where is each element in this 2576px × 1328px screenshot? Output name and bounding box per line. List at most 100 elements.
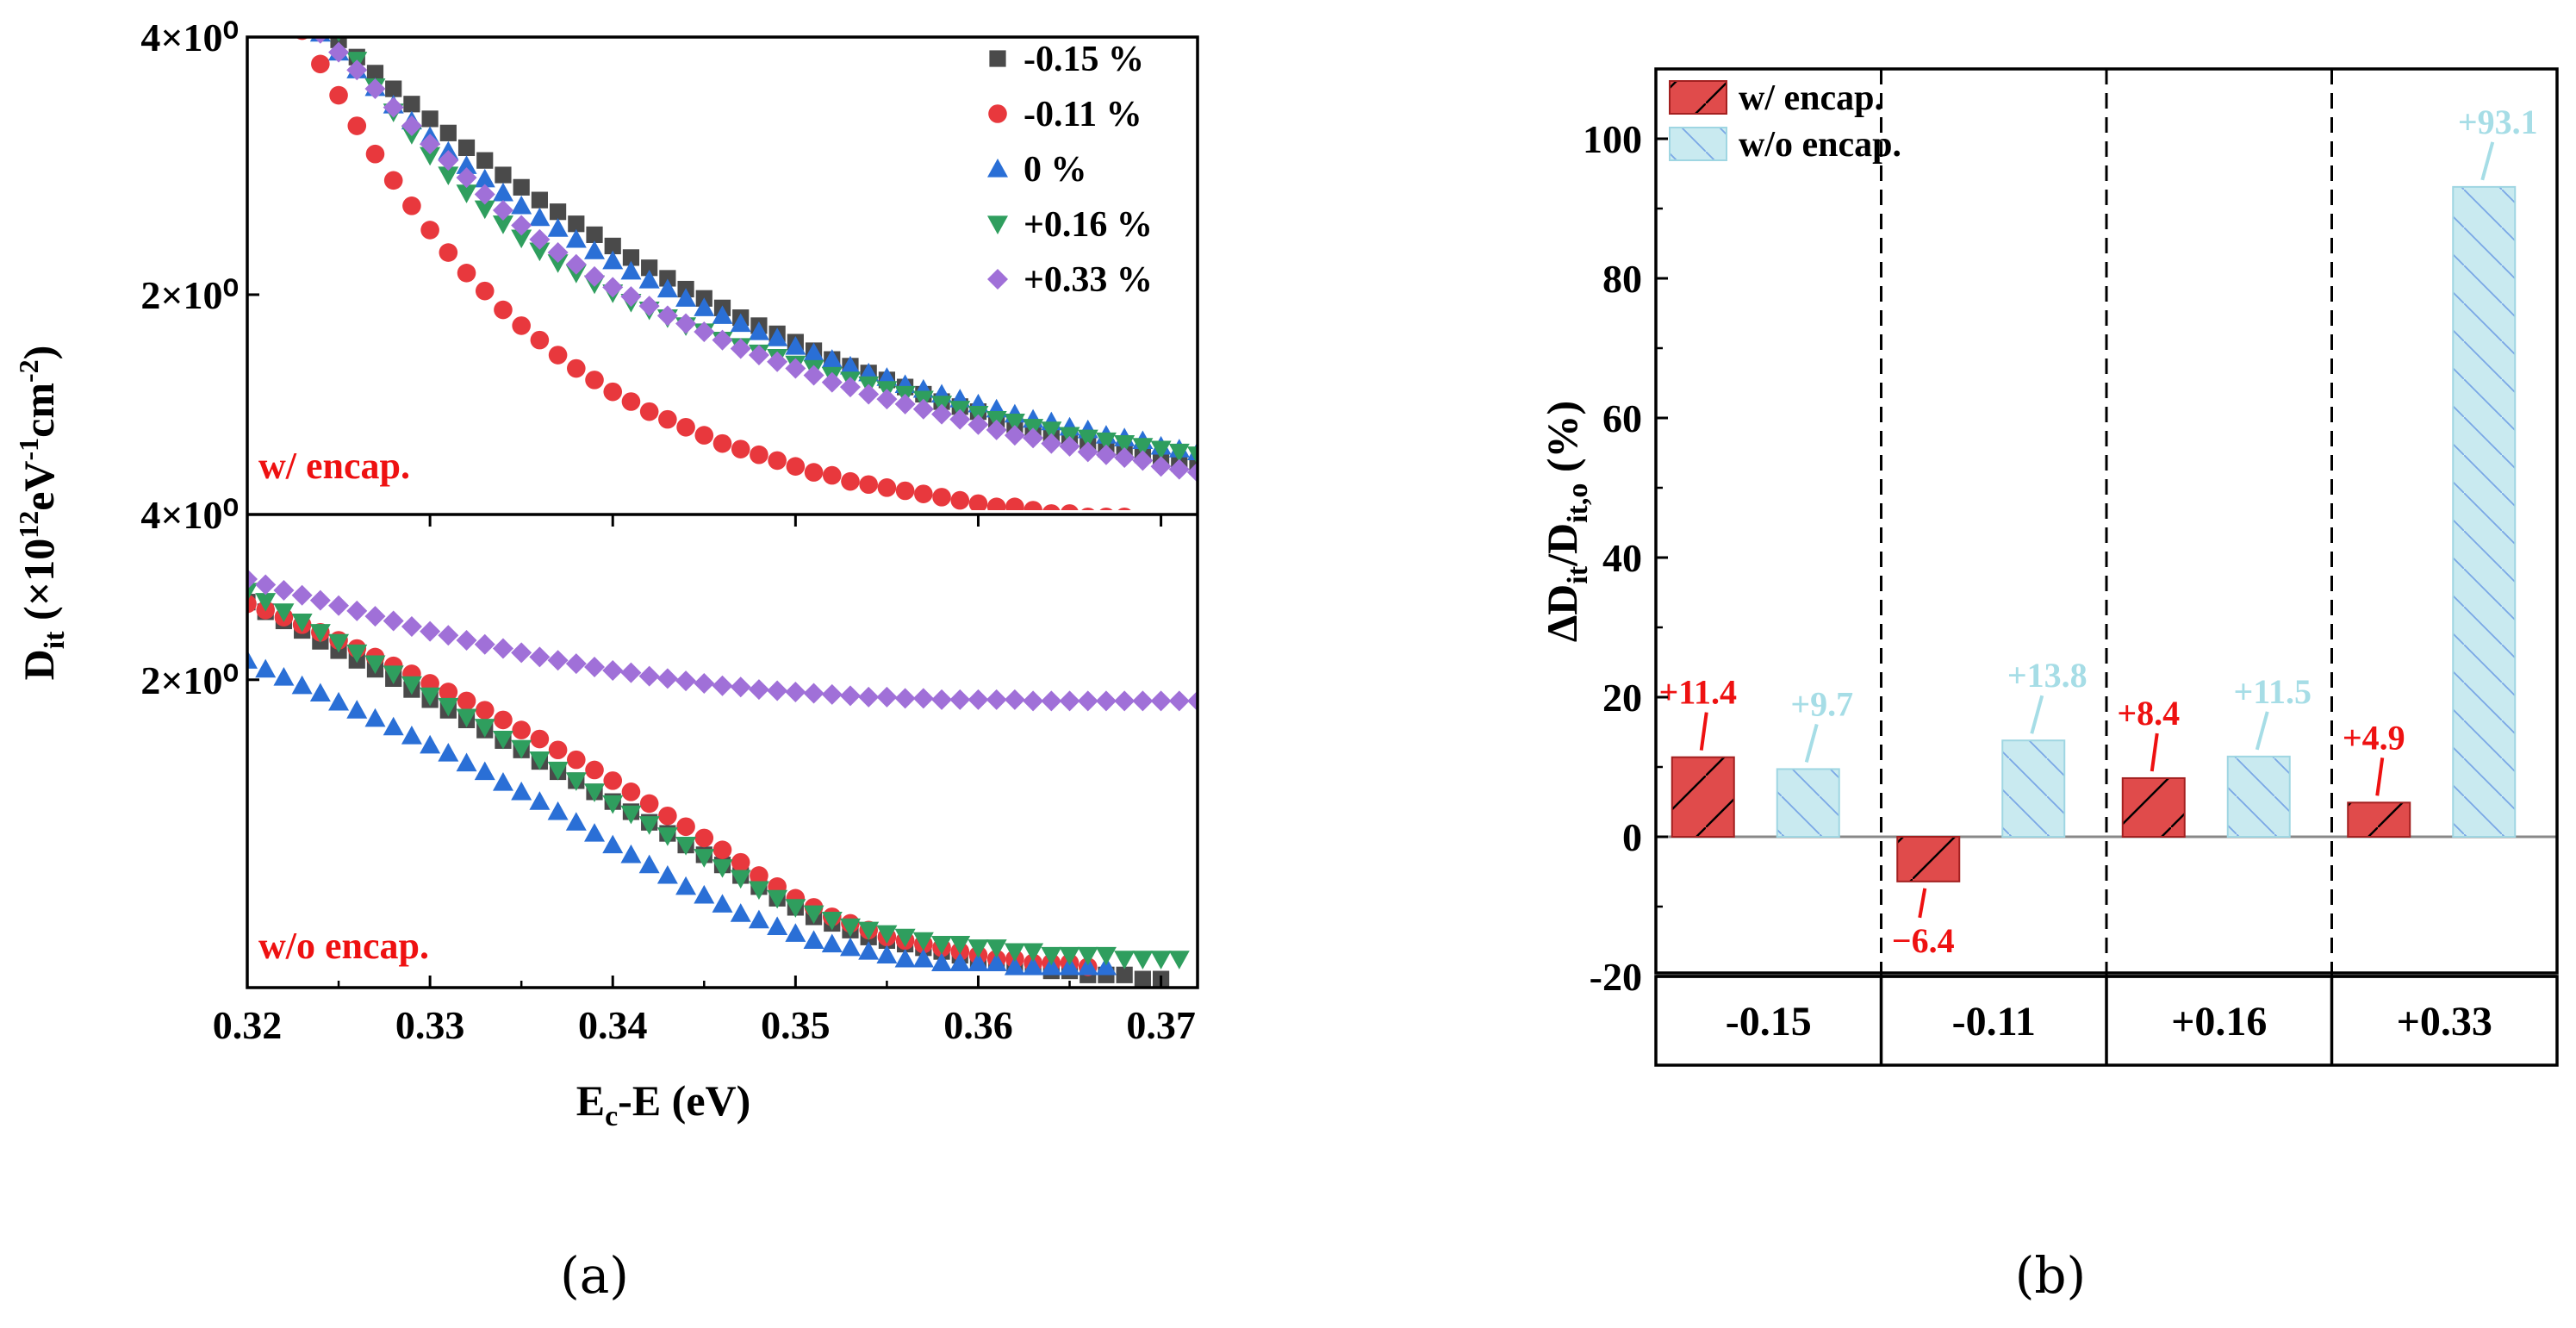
point-top-s3 (1077, 429, 1098, 449)
point-bottom-s4 (584, 656, 606, 677)
point-bottom-s4 (309, 589, 331, 611)
ylabel-b-rest: (%) (1538, 401, 1586, 483)
point-top-s4 (273, 0, 294, 8)
point-bottom-s4 (1187, 690, 1198, 712)
xlabel-main: E (576, 1076, 605, 1125)
x-axis-label-a: Ec-E (eV) (576, 1076, 751, 1132)
point-bottom-s4 (1114, 690, 1136, 712)
point-bottom-s3 (931, 935, 953, 955)
x-tick-label: 0.33 (395, 1003, 465, 1047)
point-bottom-s3 (894, 928, 916, 948)
point-bottom-s4 (346, 600, 368, 621)
point-top-s1 (986, 497, 1006, 510)
point-top-s4 (1059, 435, 1080, 457)
point-top-s4 (876, 389, 898, 410)
y-tick-label-b: 0 (1622, 815, 1642, 859)
point-top-s0 (495, 166, 512, 184)
point-top-s0 (586, 226, 603, 243)
point-top-s4 (492, 199, 513, 221)
legend-marker (987, 215, 1008, 234)
point-bottom-s2 (1059, 956, 1080, 976)
point-top-s2 (620, 260, 642, 280)
point-bottom-s3 (730, 870, 751, 889)
y-tick-label-b: 20 (1602, 676, 1642, 720)
point-top-s4 (584, 265, 606, 287)
point-bottom-s2 (584, 823, 606, 842)
point-bottom-s3 (602, 795, 624, 814)
ylabel-open: (×10 (15, 539, 63, 632)
point-top-s2 (656, 278, 678, 298)
point-top-s1 (877, 478, 897, 497)
point-bottom-s3 (565, 772, 587, 791)
point-top-s4 (748, 345, 769, 366)
point-top-s1 (365, 144, 385, 164)
y-tick-label: 4×10⁰ (140, 493, 239, 537)
point-top-s4 (547, 242, 569, 264)
point-bottom-s4 (474, 633, 495, 655)
ylabel-main: D (15, 649, 63, 680)
bar-value-labels: +11.4 +9.7 −6.4 +13.8 +8.4 +11.5 +4.9 +93.1 (1658, 103, 2537, 960)
point-bottom-s3 (656, 827, 678, 846)
point-bottom-s4 (438, 625, 459, 646)
point-bottom-s4 (821, 683, 843, 705)
point-top-s2 (273, 0, 294, 1)
point-top-s1 (530, 330, 550, 350)
label-leader (2255, 711, 2269, 751)
bar-w-encap (2347, 801, 2411, 838)
point-top-s1 (494, 300, 513, 320)
point-bottom-s2 (694, 884, 715, 904)
point-bottom-s4 (712, 675, 733, 696)
point-top-s2 (712, 305, 733, 324)
point-top-s4 (785, 358, 806, 379)
point-bottom-s3 (291, 613, 313, 633)
point-bottom-s2 (767, 916, 788, 935)
legend-marker (987, 269, 1008, 290)
point-top-s4 (638, 296, 660, 317)
point-top-s1 (475, 281, 495, 301)
point-bottom-s4 (730, 676, 751, 698)
point-bottom-s3 (511, 739, 532, 759)
point-top-s1 (548, 346, 568, 365)
point-bottom-s3 (675, 836, 697, 856)
point-top-s4 (1187, 462, 1198, 483)
point-top-s4 (474, 184, 495, 205)
point-bottom-s4 (364, 606, 386, 627)
point-bottom-s2 (273, 667, 295, 686)
point-bottom-s2 (1077, 956, 1098, 976)
point-bottom-s4 (1150, 690, 1172, 712)
bar-value-label: +93.1 (2458, 103, 2538, 141)
bars (1671, 185, 2517, 882)
point-top-s4 (803, 365, 824, 386)
point-top-s1 (712, 433, 732, 453)
bar-value-label: +9.7 (1790, 684, 1853, 723)
point-bottom-s3 (712, 859, 733, 878)
y-tick-label-b: -20 (1590, 955, 1642, 999)
point-top-s4 (314, 37, 327, 44)
point-bottom-s1 (439, 683, 458, 701)
point-bottom-s3 (1059, 946, 1080, 966)
legend-marker (989, 50, 1006, 67)
point-bottom-s1 (512, 720, 531, 739)
point-bottom-s3 (529, 751, 551, 770)
legend-label: -0.15 % (1024, 40, 1144, 79)
point-top-s2 (511, 195, 532, 215)
point-bottom-s3 (474, 719, 495, 738)
point-bottom-s3 (620, 805, 642, 825)
point-top-s1 (439, 243, 458, 262)
point-bottom-s3 (839, 918, 861, 938)
point-top-s1 (804, 463, 824, 482)
y-tick-label: 2×10⁰ (140, 658, 239, 702)
point-bottom-s4 (1077, 690, 1098, 712)
point-top-s3 (529, 242, 551, 262)
point-bottom-s4 (1059, 690, 1080, 712)
point-bottom-s2 (291, 675, 313, 695)
point-top-s3 (438, 166, 459, 186)
point-top-s0 (641, 259, 658, 277)
point-top-s1 (822, 465, 842, 485)
point-bottom-s2 (1041, 956, 1062, 976)
bar-w-encap (1896, 836, 1961, 882)
point-bottom-s2 (931, 952, 953, 971)
point-top-s4 (1023, 427, 1044, 449)
point-bottom-s2 (328, 691, 350, 711)
point-bottom-s2 (785, 923, 806, 942)
